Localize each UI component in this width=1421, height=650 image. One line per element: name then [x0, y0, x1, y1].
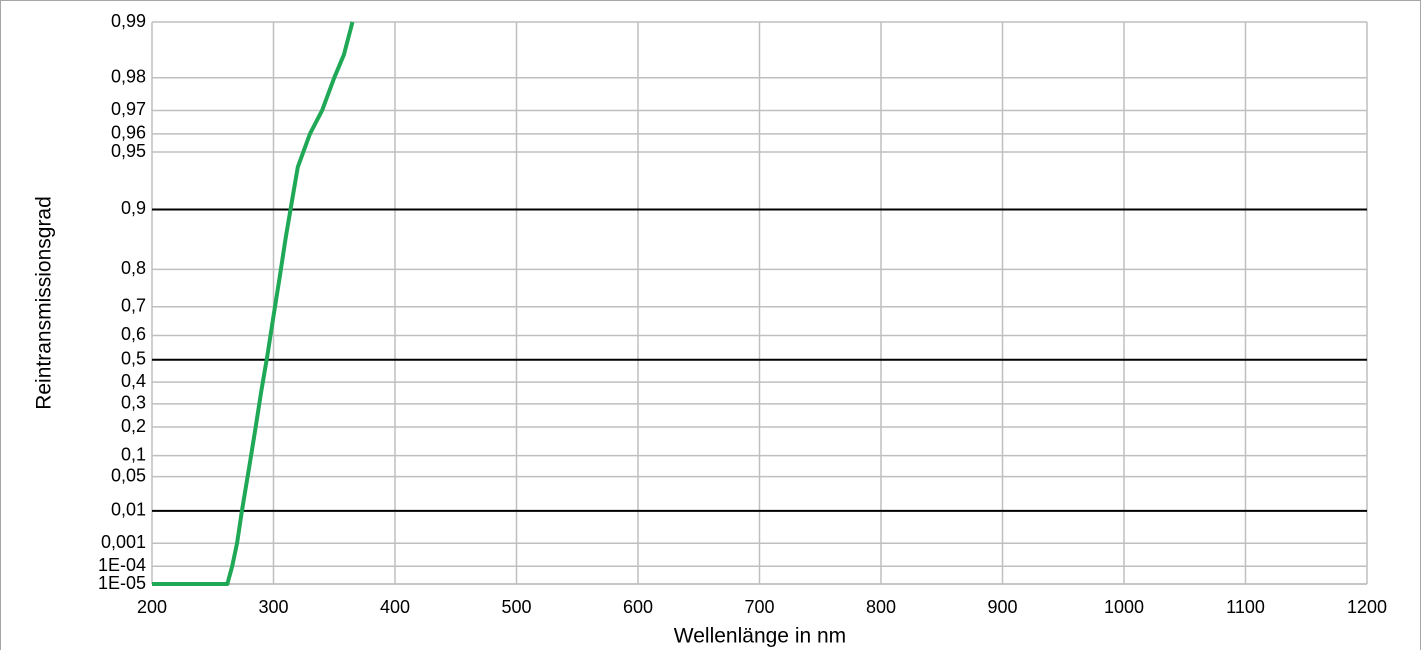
y-tick-label: 0,6	[121, 324, 146, 344]
y-tick-label: 1E-04	[98, 555, 146, 575]
y-tick-label: 0,98	[111, 66, 146, 86]
y-tick-label: 0,1	[121, 444, 146, 464]
y-tick-label: 0,99	[111, 11, 146, 31]
y-tick-label: 0,2	[121, 416, 146, 436]
y-tick-label: 0,95	[111, 141, 146, 161]
y-tick-label: 0,97	[111, 99, 146, 119]
x-tick-label: 700	[744, 597, 774, 617]
y-axis-label: Reintransmissionsgrad	[33, 196, 56, 410]
y-tick-label: 0,96	[111, 123, 146, 143]
x-axis-label: Wellenlänge in nm	[674, 625, 846, 648]
y-tick-label: 0,5	[121, 349, 146, 369]
x-tick-label: 200	[137, 597, 167, 617]
y-tick-label: 0,3	[121, 393, 146, 413]
x-tick-label: 900	[987, 597, 1017, 617]
y-tick-label: 1E-05	[98, 573, 146, 593]
x-tick-label: 400	[380, 597, 410, 617]
x-tick-label: 1000	[1104, 597, 1144, 617]
y-tick-label: 0,8	[121, 258, 146, 278]
y-tick-label: 0,001	[101, 532, 146, 552]
y-tick-label: 0,01	[111, 500, 146, 520]
y-tick-label: 0,4	[121, 371, 146, 391]
x-tick-label: 1100	[1226, 597, 1265, 617]
x-tick-label: 300	[258, 597, 288, 617]
y-tick-label: 0,05	[111, 465, 146, 485]
x-tick-label: 500	[501, 597, 531, 617]
x-tick-label: 1200	[1347, 597, 1387, 617]
y-tick-label: 0,7	[121, 296, 146, 316]
x-tick-label: 800	[866, 597, 896, 617]
x-tick-label: 600	[623, 597, 653, 617]
y-tick-label: 0,9	[121, 198, 146, 218]
data-line	[152, 21, 355, 586]
